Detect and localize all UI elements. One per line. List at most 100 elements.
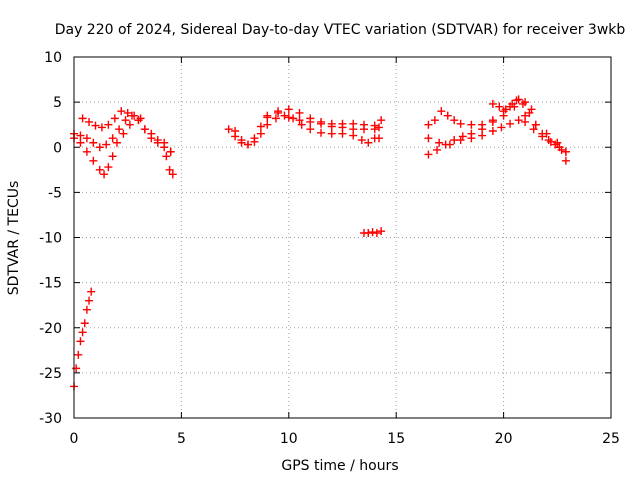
data-point [85, 296, 94, 305]
data-point [553, 138, 562, 147]
data-point [237, 136, 246, 145]
data-point [136, 114, 145, 123]
y-axis-ticks: -30 -25 -20 -15 -10 -5 0 5 10 [39, 50, 611, 427]
data-point [435, 138, 444, 147]
y-tick-label: -25 [39, 366, 62, 382]
data-point [82, 147, 91, 156]
data-point [495, 102, 504, 111]
data-point [80, 319, 89, 328]
y-tick-label: 5 [53, 95, 62, 111]
data-point [284, 113, 293, 122]
data-point [166, 147, 175, 156]
series-track-k-right [424, 116, 570, 159]
data-point [488, 116, 497, 125]
data-point [488, 99, 497, 108]
data-point [121, 116, 130, 125]
y-tick-label: -5 [48, 185, 62, 201]
data-point [95, 143, 104, 152]
data-point [433, 145, 442, 154]
data-point [95, 165, 104, 174]
y-tick-label: -20 [39, 321, 62, 337]
data-point [112, 138, 121, 147]
data-point [231, 127, 240, 136]
data-point [263, 120, 272, 129]
data-point [271, 114, 280, 123]
data-point [443, 111, 452, 120]
data-point [424, 150, 433, 159]
data-point [284, 105, 293, 114]
data-point [117, 107, 126, 116]
data-point [295, 108, 304, 117]
data-point [165, 165, 174, 174]
data-point [125, 120, 134, 129]
data-point [338, 119, 347, 128]
data-point [529, 125, 538, 134]
data-point [437, 107, 446, 116]
series-track-d-top [78, 107, 145, 132]
data-point [82, 134, 91, 143]
x-tick-label: 10 [280, 431, 298, 447]
x-tick-label: 20 [495, 431, 513, 447]
x-tick-label: 0 [70, 431, 79, 447]
series-track-e-end [162, 152, 177, 179]
data-point [89, 156, 98, 165]
data-point [338, 129, 347, 138]
data-point [263, 111, 272, 120]
data-point [76, 138, 85, 147]
data-point [76, 131, 85, 140]
data-point [110, 114, 119, 123]
data-points [70, 95, 570, 391]
data-point [375, 134, 384, 143]
data-point [85, 117, 94, 126]
data-point [450, 116, 459, 125]
data-point [377, 116, 386, 125]
data-point [115, 125, 124, 134]
x-axis-ticks: 0 5 10 15 20 25 [70, 57, 620, 447]
data-point [506, 119, 515, 128]
data-point [478, 125, 487, 134]
y-tick-label: 10 [44, 50, 62, 66]
data-point [364, 138, 373, 147]
data-point [87, 287, 96, 296]
data-point [97, 123, 106, 132]
data-point [317, 117, 326, 126]
data-point [514, 95, 523, 104]
data-point [357, 136, 366, 145]
data-point [521, 98, 530, 107]
y-tick-label: -30 [39, 411, 62, 427]
data-point [108, 134, 117, 143]
data-point [280, 111, 289, 120]
series-track-l-right [424, 102, 570, 156]
data-point [364, 228, 373, 237]
data-point [256, 129, 265, 138]
data-point [377, 227, 386, 236]
series-track-c-upper [70, 111, 175, 156]
x-axis-label: GPS time / hours [281, 458, 398, 474]
data-point [424, 120, 433, 129]
x-tick-label: 5 [177, 431, 186, 447]
data-point [76, 337, 85, 346]
data-point [153, 136, 162, 145]
plot-frame [73, 56, 612, 419]
data-point [72, 364, 81, 373]
data-point [456, 119, 465, 128]
data-point [160, 138, 169, 147]
data-point [91, 121, 100, 130]
data-point [467, 120, 476, 129]
data-point [561, 156, 570, 165]
data-point [274, 107, 283, 116]
data-point [531, 120, 540, 129]
data-point [250, 137, 259, 146]
data-point [224, 125, 233, 134]
data-point [327, 129, 336, 138]
data-point [306, 114, 315, 123]
data-point [372, 228, 381, 237]
data-point [256, 122, 265, 131]
data-point [130, 111, 139, 120]
data-point [108, 152, 117, 161]
y-tick-label: 0 [53, 140, 62, 156]
data-point [317, 128, 326, 137]
data-point [102, 140, 111, 149]
data-point [349, 119, 358, 128]
